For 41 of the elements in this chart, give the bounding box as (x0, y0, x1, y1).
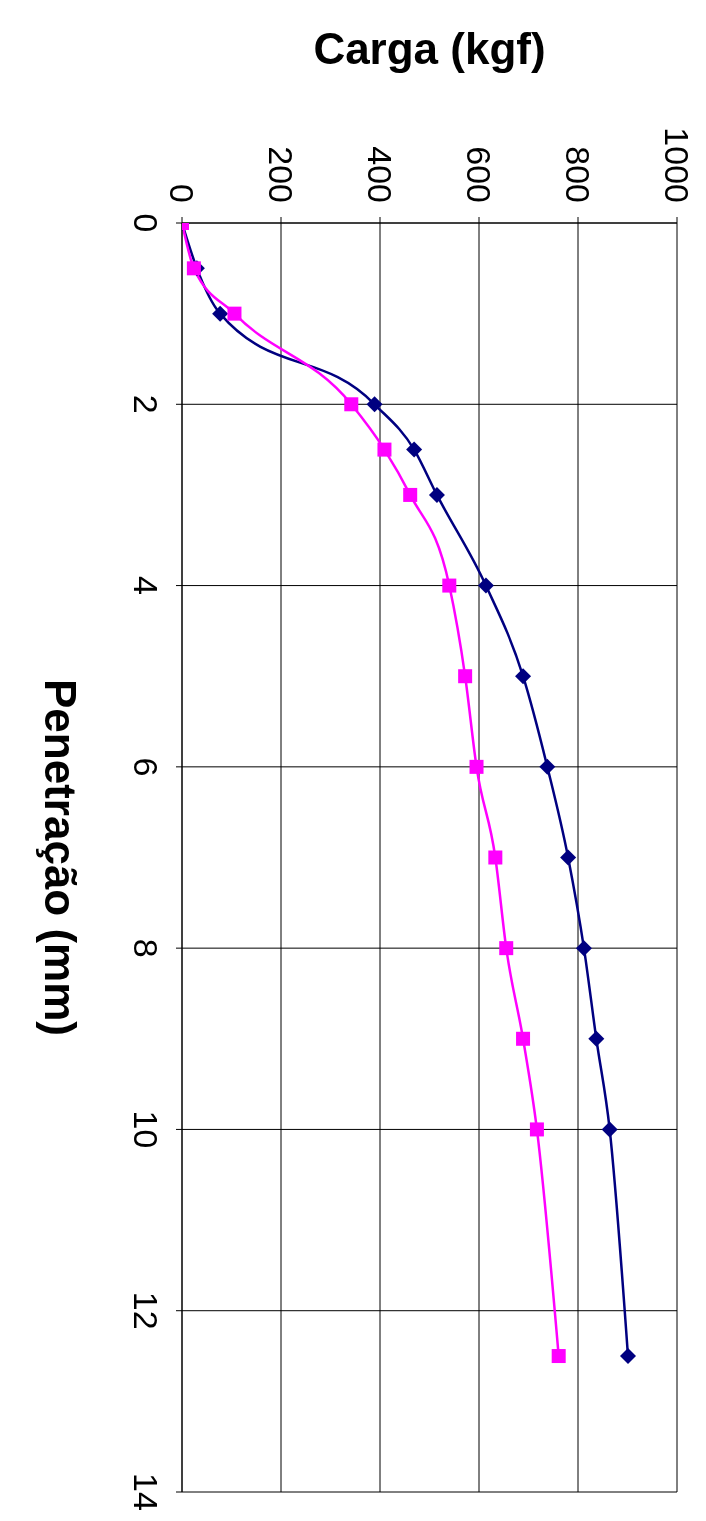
point (560, 849, 577, 866)
y-tick-label: 14 (127, 1473, 165, 1511)
point (344, 397, 359, 412)
y-tick-label: 2 (127, 394, 165, 414)
y-tick-label: 8 (127, 938, 165, 958)
point (488, 850, 503, 865)
x-tick-label: 1000 (658, 127, 696, 203)
point (428, 486, 445, 503)
y-tick-label: 10 (127, 1110, 165, 1149)
point (403, 487, 418, 502)
y-tick-label: 0 (127, 213, 165, 233)
point (366, 396, 383, 413)
point (601, 1121, 618, 1138)
x-tick-label: 800 (559, 146, 597, 203)
y-tick-label: 6 (127, 757, 165, 777)
point (227, 306, 242, 321)
point (442, 578, 457, 593)
point (377, 442, 392, 457)
y-tick-label: 4 (127, 576, 165, 596)
y-tick-label: 12 (127, 1291, 165, 1330)
x-tick-label: 0 (163, 184, 201, 203)
x-tick-label: 400 (361, 146, 399, 203)
point (588, 1030, 605, 1047)
point (551, 1349, 566, 1364)
point (477, 577, 494, 594)
point (458, 669, 473, 684)
x-tick-label: 600 (460, 146, 498, 203)
y-axis-title: Penetração (mm) (35, 678, 85, 1037)
point (529, 1122, 544, 1137)
point (619, 1348, 636, 1365)
x-tick-label: 200 (262, 146, 300, 203)
point (515, 668, 532, 685)
point (212, 305, 229, 322)
x-axis-title: Carga (kgf) (313, 23, 546, 73)
point (499, 941, 514, 956)
point (516, 1031, 531, 1046)
point (406, 441, 423, 458)
point (186, 261, 201, 276)
point (539, 758, 556, 775)
point (469, 759, 484, 774)
point (575, 940, 592, 957)
